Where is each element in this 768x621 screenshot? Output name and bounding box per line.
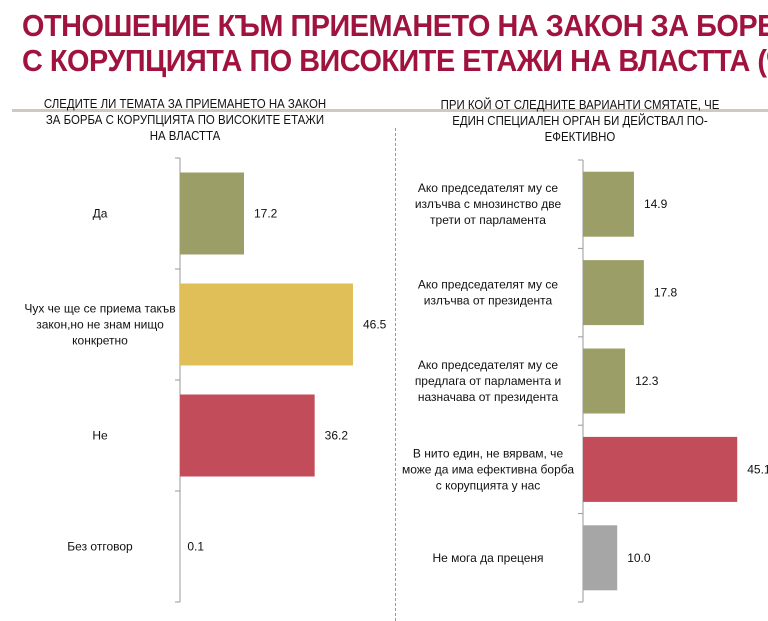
bar — [583, 260, 644, 326]
data-label: 12.3 — [635, 374, 659, 388]
data-label: 14.9 — [644, 197, 668, 211]
category-label: Не мога да преценя — [432, 551, 543, 565]
bar — [180, 394, 315, 477]
category-label: Не — [92, 429, 108, 443]
data-label: 46.5 — [363, 318, 387, 332]
data-label: 10.0 — [627, 551, 651, 565]
data-label: 0.1 — [187, 540, 204, 554]
bar — [583, 171, 634, 237]
right-chart-title: ПРИ КОЙ ОТ СЛЕДНИТЕ ВАРИАНТИ СМЯТАТЕ, ЧЕ… — [440, 97, 720, 144]
category-label: Без отговор — [67, 540, 133, 554]
bar — [180, 283, 353, 366]
bar — [583, 525, 618, 591]
bar — [180, 172, 244, 255]
title-line-2: С КОРУПЦИЯТА ПО ВИСОКИТЕ ЕТАЖИ НА ВЛАСТТ… — [22, 43, 768, 78]
category-label: Ако председателят му се излъчва с мнозинс… — [415, 181, 562, 227]
category-label: Да — [93, 207, 108, 221]
data-label: 17.2 — [254, 207, 278, 221]
category-label: В нито един, не вярвам, че може да има еф… — [402, 446, 574, 492]
title-line-1: ОТНОШЕНИЕ КЪМ ПРИЕМАНЕТО НА ЗАКОН ЗА БОР… — [22, 8, 768, 43]
bar — [583, 348, 626, 414]
category-label: Ако председателят му се излъчва от презид… — [418, 278, 558, 308]
data-label: 17.8 — [654, 286, 678, 300]
title-divider — [12, 109, 768, 112]
bar — [583, 436, 738, 502]
category-label: Ако председателят му се предлага от парла… — [415, 358, 561, 404]
page-title: ОТНОШЕНИЕ КЪМ ПРИЕМАНЕТО НА ЗАКОН ЗА БОР… — [22, 8, 768, 78]
category-label: Чух че ще се приема такъв закон,но не зна… — [24, 302, 175, 348]
data-label: 36.2 — [325, 429, 349, 443]
chart-divider — [395, 128, 396, 621]
left-chart-title: СЛЕДИТЕ ЛИ ТЕМАТА ЗА ПРИЕМАНЕТО НА ЗАКОН… — [43, 96, 327, 143]
data-label: 45.1 — [747, 462, 768, 476]
